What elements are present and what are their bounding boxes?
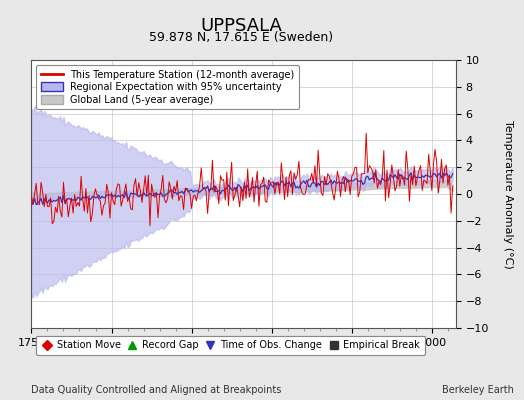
Text: Berkeley Earth: Berkeley Earth — [442, 385, 514, 395]
Text: 59.878 N, 17.615 E (Sweden): 59.878 N, 17.615 E (Sweden) — [149, 32, 333, 44]
Legend: Station Move, Record Gap, Time of Obs. Change, Empirical Break: Station Move, Record Gap, Time of Obs. C… — [36, 336, 425, 355]
Text: Data Quality Controlled and Aligned at Breakpoints: Data Quality Controlled and Aligned at B… — [31, 385, 282, 395]
Y-axis label: Temperature Anomaly (°C): Temperature Anomaly (°C) — [503, 120, 513, 268]
Text: UPPSALA: UPPSALA — [200, 17, 282, 35]
